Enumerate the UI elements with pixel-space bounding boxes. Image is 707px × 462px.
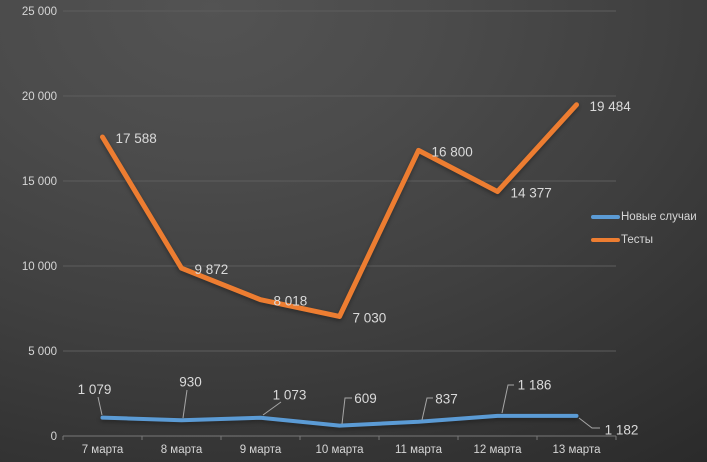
legend-item-new-cases[interactable]: Новые случаи	[591, 205, 697, 228]
data-label-leader-line	[97, 396, 103, 416]
x-axis-tick-label: 12 марта	[474, 444, 523, 456]
data-label-leader-line	[341, 397, 352, 425]
legend-label-new-cases: Новые случаи	[621, 210, 697, 223]
data-label-new-cases: 1 073	[273, 387, 307, 402]
data-label-tests: 17 588	[116, 131, 157, 146]
legend-label-tests: Тесты	[621, 233, 654, 246]
x-axis-tick-label: 11 марта	[395, 444, 443, 456]
y-axis-tick-label: 0	[51, 431, 57, 443]
x-axis-tick-label: 7 марта	[82, 444, 124, 456]
x-axis-tick-label: 13 марта	[553, 444, 602, 456]
data-label-new-cases: 930	[179, 375, 202, 390]
y-axis-tick-label: 5 000	[28, 346, 57, 358]
legend-item-tests[interactable]: Тесты	[591, 228, 697, 251]
new-cases-line-marker	[591, 214, 620, 219]
chart-legend: Новые случаи Тесты	[591, 205, 697, 251]
data-label-leader-line	[501, 384, 514, 414]
data-label-tests: 8 018	[274, 294, 308, 309]
data-label-leader-line	[262, 401, 282, 416]
x-axis-tick-label: 10 марта	[316, 444, 365, 456]
data-label-tests: 14 377	[511, 186, 552, 201]
y-axis-tick-label: 10 000	[22, 261, 57, 273]
series-line-new-cases[interactable]	[100, 413, 579, 428]
data-label-tests: 7 030	[353, 310, 387, 325]
y-axis-tick-label: 25 000	[22, 6, 57, 18]
data-label-tests: 16 800	[432, 144, 473, 159]
data-label-new-cases: 837	[435, 391, 458, 406]
x-axis-tick-label: 8 марта	[161, 444, 203, 456]
data-label-tests: 19 484	[590, 99, 632, 114]
series-line-tests[interactable]	[100, 102, 579, 319]
data-label-new-cases: 1 186	[518, 377, 552, 392]
y-axis-tick-label: 20 000	[22, 91, 57, 103]
data-label-leader-line	[578, 417, 600, 429]
data-label-new-cases: 609	[354, 391, 377, 406]
data-label-new-cases: 1 079	[78, 382, 112, 397]
y-axis-tick-label: 15 000	[22, 176, 57, 188]
data-label-tests: 9 872	[195, 262, 229, 277]
tests-line-marker	[591, 237, 620, 242]
data-label-new-cases: 1 182	[605, 422, 639, 437]
data-label-leader-line	[182, 389, 188, 419]
data-label-leader-line	[421, 397, 433, 421]
x-axis-tick-label: 9 марта	[240, 444, 282, 456]
